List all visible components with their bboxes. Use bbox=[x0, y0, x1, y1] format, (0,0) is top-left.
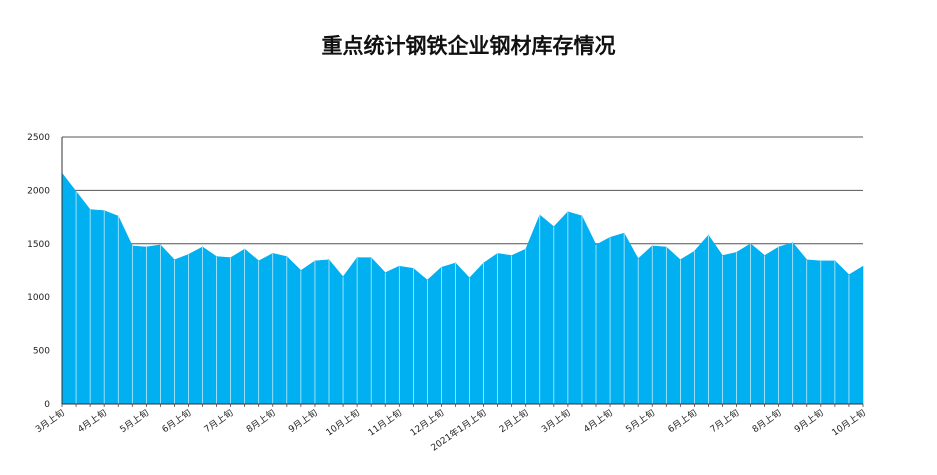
x-tick-label: 12月上旬 bbox=[408, 407, 446, 439]
area-segment bbox=[469, 262, 484, 405]
area-segment bbox=[244, 248, 260, 405]
area-segment bbox=[328, 258, 344, 405]
area-segment bbox=[455, 262, 470, 405]
area-segment bbox=[384, 265, 400, 405]
y-tick-label: 1500 bbox=[27, 240, 50, 250]
chart-title: 重点统计钢铁企业钢材库存情况 bbox=[321, 34, 616, 58]
area-segment bbox=[708, 234, 723, 405]
x-tick-label: 5月上旬 bbox=[117, 407, 151, 436]
area-segment bbox=[834, 260, 850, 405]
area-segment bbox=[694, 234, 709, 405]
area-segment bbox=[300, 260, 316, 405]
area-segment bbox=[820, 260, 836, 405]
area-segment bbox=[117, 215, 133, 405]
x-tick-label: 3月上旬 bbox=[539, 407, 573, 436]
area-segment bbox=[272, 253, 288, 405]
area-segment bbox=[637, 245, 653, 405]
x-tick-label: 2月上旬 bbox=[497, 407, 531, 436]
x-tick-label: 4月上旬 bbox=[75, 407, 109, 436]
y-tick-label: 500 bbox=[33, 347, 50, 357]
area-segment bbox=[160, 244, 175, 405]
area-segment bbox=[342, 256, 358, 405]
area-segment bbox=[89, 209, 105, 405]
area-segment bbox=[806, 259, 822, 405]
area-segment bbox=[216, 256, 231, 405]
area-segment bbox=[553, 211, 569, 405]
y-tick-label: 2000 bbox=[27, 186, 50, 196]
x-tick-label: 9月上旬 bbox=[792, 407, 826, 436]
x-tick-label: 8月上旬 bbox=[750, 407, 784, 436]
area-segment bbox=[146, 244, 161, 405]
y-tick-label: 2500 bbox=[27, 133, 50, 143]
area-segment bbox=[497, 253, 512, 405]
area-segment bbox=[848, 265, 864, 405]
area-segment bbox=[750, 243, 765, 405]
area-segment bbox=[778, 242, 794, 405]
area-segment bbox=[370, 256, 386, 405]
area-segment bbox=[722, 251, 737, 405]
area-segment bbox=[174, 254, 189, 405]
x-tick-label: 11月上旬 bbox=[366, 407, 404, 439]
area-segment bbox=[595, 236, 611, 405]
x-tick-labels: 3月上旬 4月上旬 5月上旬 6月上旬 7月上旬 8月上旬 9月上旬 10月上旬 11月上旬 12… bbox=[33, 407, 868, 454]
area-segment bbox=[398, 265, 414, 405]
x-tick-label: 6月上旬 bbox=[665, 407, 699, 436]
area-segment bbox=[665, 246, 681, 405]
area-segment bbox=[539, 214, 555, 405]
area-segment bbox=[202, 246, 217, 405]
area-segment bbox=[314, 259, 330, 405]
area-segment bbox=[286, 255, 302, 405]
axis-layer bbox=[61, 137, 864, 407]
area-segment bbox=[525, 214, 541, 405]
area-segment bbox=[356, 257, 372, 405]
x-tick-label: 10月上旬 bbox=[829, 407, 867, 439]
area-segment bbox=[258, 252, 274, 405]
y-tick-label: 1000 bbox=[27, 293, 50, 303]
area-segment bbox=[792, 241, 808, 405]
area-layer bbox=[61, 172, 864, 405]
area-segment bbox=[441, 262, 456, 405]
x-tick-label: 6月上旬 bbox=[159, 407, 193, 436]
area-segment bbox=[230, 248, 245, 405]
x-tick-label: 8月上旬 bbox=[244, 407, 278, 436]
x-tick-label: 4月上旬 bbox=[581, 407, 615, 436]
x-tick-label: 7月上旬 bbox=[708, 407, 742, 436]
area-segment bbox=[427, 266, 442, 405]
x-tick-label: 10月上旬 bbox=[323, 407, 361, 439]
area-segment bbox=[736, 243, 751, 405]
area-segment bbox=[680, 250, 695, 405]
area-segment bbox=[75, 190, 91, 405]
y-tick-label: 0 bbox=[44, 400, 50, 410]
area-segment bbox=[609, 232, 625, 405]
area-segment bbox=[581, 215, 597, 405]
y-tick-labels: 0 500 1000 1500 2000 2500 bbox=[27, 133, 50, 410]
x-tick-label: 7月上旬 bbox=[202, 407, 236, 436]
area-segment bbox=[623, 232, 639, 405]
area-segment bbox=[651, 245, 667, 405]
area-segment bbox=[764, 246, 779, 405]
area-segment bbox=[61, 172, 77, 405]
x-tick-label: 3月上旬 bbox=[33, 407, 67, 436]
area-segment bbox=[188, 246, 203, 405]
area-segment bbox=[567, 211, 583, 405]
area-segment bbox=[103, 210, 119, 405]
x-tick-label: 9月上旬 bbox=[286, 407, 320, 436]
x-tick-label: 5月上旬 bbox=[623, 407, 657, 436]
area-segment bbox=[511, 248, 527, 405]
area-segment bbox=[413, 267, 428, 405]
area-segment bbox=[483, 252, 498, 405]
area-segment bbox=[131, 245, 147, 405]
